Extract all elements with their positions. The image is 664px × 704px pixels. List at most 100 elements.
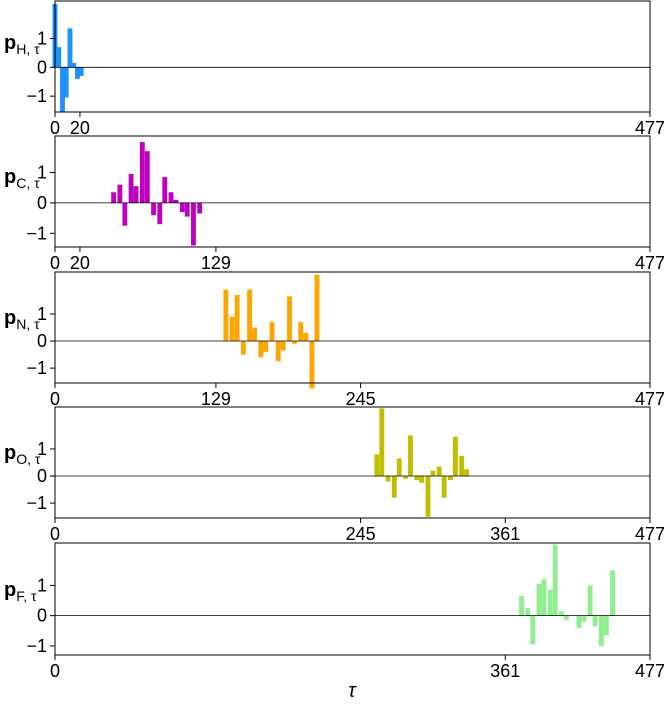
bar (258, 341, 264, 358)
bar (610, 570, 616, 616)
bar (63, 67, 69, 98)
bar (263, 341, 269, 352)
y-tick-label: −1 (26, 86, 47, 106)
bar (309, 341, 315, 389)
bar (280, 341, 286, 351)
bar (151, 202, 156, 216)
bar (298, 322, 304, 342)
bar (144, 151, 150, 203)
bar (581, 615, 587, 622)
x-tick-label: 245 (346, 389, 376, 409)
y-tick-label: 1 (37, 28, 47, 48)
bar (122, 202, 128, 226)
axes-frame (54, 271, 651, 384)
bar (71, 62, 77, 68)
bar (173, 199, 179, 203)
bar (67, 28, 73, 68)
x-tick-label: 129 (201, 253, 231, 273)
bar (541, 579, 547, 616)
bar (592, 615, 598, 627)
x-tick-label: 361 (490, 661, 520, 681)
y-tick-label: 1 (37, 575, 47, 595)
y-tick-label: −1 (26, 223, 47, 243)
x-tick-label: 0 (50, 118, 60, 138)
bar (374, 454, 380, 477)
x-tick-label: 477 (635, 118, 664, 138)
bar-series (374, 408, 470, 517)
axes-frame (54, 135, 651, 248)
bar (197, 202, 203, 214)
bar (229, 316, 235, 342)
bar-series (52, 3, 84, 112)
bar (191, 202, 196, 246)
bar (179, 202, 185, 213)
bar (459, 455, 465, 477)
axes-frame (54, 0, 651, 113)
axes-frame (54, 406, 651, 519)
bar (252, 327, 258, 342)
bar (436, 466, 442, 477)
x-tick-label: 129 (201, 389, 231, 409)
bar (56, 47, 62, 68)
bar (133, 186, 139, 203)
x-tick-label: 361 (490, 524, 520, 544)
bar (128, 174, 134, 203)
bar (587, 585, 593, 616)
bar-series (111, 142, 203, 246)
bar (60, 67, 65, 112)
x-tick-label: 20 (70, 253, 90, 273)
x-tick-label: 477 (635, 524, 664, 544)
bar (519, 595, 524, 616)
bar (234, 295, 240, 342)
bar (547, 589, 553, 616)
y-tick-label: −1 (26, 493, 47, 513)
x-tick-label: 0 (50, 524, 60, 544)
y-tick-label: 1 (37, 439, 47, 459)
x-tick-label: 477 (635, 389, 664, 409)
y-axis-label: pC, τ (4, 166, 40, 191)
bar (240, 341, 246, 355)
bar (168, 192, 174, 203)
bar (391, 476, 397, 498)
bar (414, 476, 420, 481)
bar (78, 67, 84, 76)
x-tick-label: 0 (50, 661, 60, 681)
y-tick-label: 1 (37, 162, 47, 182)
bar (162, 177, 168, 203)
bar (379, 408, 385, 477)
x-tick-label: 0 (50, 253, 60, 273)
x-tick-label: 0 (50, 389, 60, 409)
bar (287, 296, 292, 342)
y-tick-label: 0 (37, 57, 47, 77)
axes-frame (54, 542, 651, 656)
bar (408, 435, 413, 477)
bar (314, 274, 320, 342)
bar (419, 476, 425, 483)
bar (552, 544, 558, 616)
y-axis-label: pF, τ (4, 579, 37, 604)
x-tick-label: 20 (70, 118, 90, 138)
x-tick-label: 477 (635, 253, 664, 273)
bar (525, 608, 531, 616)
bar-series (223, 274, 320, 389)
bar (184, 202, 190, 217)
bar (576, 615, 582, 628)
bar (292, 341, 297, 344)
bar (396, 458, 402, 477)
y-tick-label: 0 (37, 331, 47, 351)
bar (530, 615, 536, 645)
x-axis-label: τ (348, 680, 357, 702)
bar (385, 476, 391, 482)
bar (223, 289, 229, 342)
bar (598, 615, 604, 646)
y-tick-label: −1 (26, 636, 47, 656)
bar (117, 184, 123, 203)
bar (247, 289, 253, 342)
bar (403, 476, 408, 479)
